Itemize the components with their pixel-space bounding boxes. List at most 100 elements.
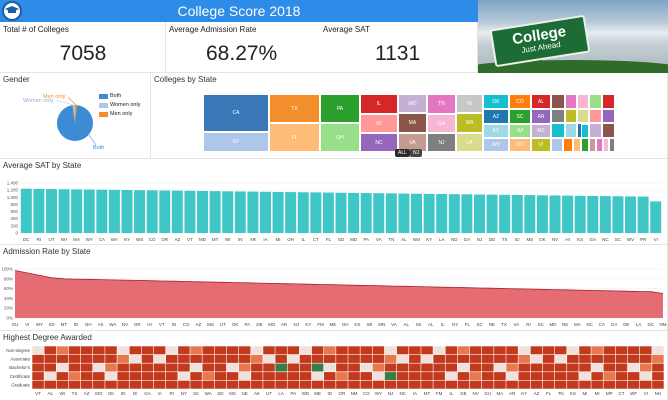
degree-cell[interactable] <box>518 372 531 381</box>
degree-cell[interactable] <box>469 354 482 363</box>
degree-cell[interactable] <box>153 346 166 355</box>
degree-cell[interactable] <box>530 346 543 355</box>
degree-cell[interactable] <box>202 363 215 372</box>
sat-bar[interactable] <box>524 195 536 233</box>
degree-cell[interactable] <box>68 380 81 389</box>
degree-cell[interactable] <box>506 346 518 355</box>
degree-cell[interactable] <box>287 372 300 381</box>
sat-bar[interactable] <box>511 194 523 233</box>
degree-cell[interactable] <box>336 372 348 381</box>
degree-cell[interactable] <box>165 363 178 372</box>
treemap-tile[interactable]: OK <box>483 94 509 109</box>
degree-cell[interactable] <box>518 346 531 355</box>
degree-cell[interactable] <box>80 346 93 355</box>
degree-cell[interactable] <box>639 372 652 381</box>
sat-bar[interactable] <box>108 189 120 233</box>
degree-cell[interactable] <box>433 354 445 363</box>
degree-cell[interactable] <box>591 363 603 372</box>
degree-cell[interactable] <box>263 380 275 389</box>
degree-cell[interactable] <box>372 354 385 363</box>
degree-cell[interactable] <box>627 354 640 363</box>
degree-cell[interactable] <box>457 380 470 389</box>
treemap-tile[interactable] <box>577 94 589 109</box>
treemap-tile[interactable] <box>573 138 581 152</box>
degree-cell[interactable] <box>263 346 275 355</box>
degree-cell[interactable] <box>190 363 202 372</box>
degree-cell[interactable] <box>360 372 373 381</box>
degree-cell[interactable] <box>567 372 579 381</box>
degree-cell[interactable] <box>469 363 482 372</box>
treemap-tile[interactable] <box>581 124 589 138</box>
degree-cell[interactable] <box>56 354 69 363</box>
sat-bar[interactable] <box>398 193 410 233</box>
degree-cell[interactable] <box>421 354 433 363</box>
degree-cell[interactable] <box>287 354 300 363</box>
degree-cell[interactable] <box>348 354 360 363</box>
legend-men[interactable]: Men only <box>99 111 132 117</box>
degree-cell[interactable] <box>275 363 287 372</box>
degree-cell[interactable] <box>481 372 494 381</box>
degree-cell[interactable] <box>433 372 445 381</box>
degree-cell[interactable] <box>530 380 543 389</box>
treemap-breadcrumb-all[interactable]: ALL <box>395 149 410 157</box>
degree-cell[interactable] <box>190 372 202 381</box>
degree-cell[interactable] <box>530 363 543 372</box>
degree-cell[interactable] <box>93 346 105 355</box>
sat-bar[interactable] <box>247 191 259 233</box>
degree-cell[interactable] <box>68 372 81 381</box>
degree-cell[interactable] <box>299 346 312 355</box>
degree-cell[interactable] <box>336 354 348 363</box>
treemap-tile[interactable]: NC <box>360 133 398 152</box>
degree-cell[interactable] <box>494 380 506 389</box>
degree-cell[interactable] <box>639 363 652 372</box>
degree-cell[interactable] <box>603 372 616 381</box>
degree-cell[interactable] <box>433 380 445 389</box>
degree-cell[interactable] <box>348 372 360 381</box>
sat-bar[interactable] <box>461 194 473 233</box>
degree-cell[interactable] <box>615 346 628 355</box>
treemap-tile[interactable]: MS <box>531 124 551 138</box>
degree-cell[interactable] <box>153 363 166 372</box>
treemap-tile[interactable]: CO <box>509 94 531 109</box>
treemap-tile[interactable] <box>551 138 563 152</box>
degree-cell[interactable] <box>214 372 227 381</box>
degree-cell[interactable] <box>348 346 360 355</box>
sat-bar[interactable] <box>599 196 611 233</box>
degree-cell[interactable] <box>275 380 287 389</box>
degree-cell[interactable] <box>542 380 555 389</box>
degree-cell[interactable] <box>348 363 360 372</box>
degree-cell[interactable] <box>251 380 263 389</box>
degree-cell[interactable] <box>579 372 591 381</box>
degree-cell[interactable] <box>627 372 640 381</box>
degree-cell[interactable] <box>165 354 178 363</box>
degree-cell[interactable] <box>311 354 324 363</box>
sat-bar[interactable] <box>473 194 485 234</box>
sat-bar[interactable] <box>322 192 334 233</box>
degree-cell[interactable] <box>153 372 166 381</box>
sat-bar[interactable] <box>146 190 158 233</box>
treemap-tile[interactable] <box>589 138 596 152</box>
degree-cell[interactable] <box>384 346 397 355</box>
degree-cell[interactable] <box>396 372 409 381</box>
degree-cell[interactable] <box>238 380 251 389</box>
treemap-tile[interactable] <box>602 109 615 123</box>
degree-cell[interactable] <box>372 380 385 389</box>
sat-bar[interactable] <box>335 192 347 233</box>
degree-cell[interactable] <box>299 380 312 389</box>
degree-cell[interactable] <box>652 372 664 381</box>
degree-cell[interactable] <box>494 363 506 372</box>
sat-bar[interactable] <box>448 194 460 233</box>
treemap-tile[interactable]: TX <box>269 94 320 123</box>
treemap-tile[interactable] <box>602 123 615 138</box>
degree-cell[interactable] <box>251 354 263 363</box>
degree-cell[interactable] <box>542 346 555 355</box>
degree-cell[interactable] <box>178 354 190 363</box>
degree-cell[interactable] <box>56 372 69 381</box>
degree-cell[interactable] <box>469 380 482 389</box>
degree-cell[interactable] <box>591 354 603 363</box>
degree-cell[interactable] <box>32 363 44 372</box>
treemap-tile[interactable]: TN <box>427 94 456 114</box>
degree-cell[interactable] <box>554 363 567 372</box>
degree-cell[interactable] <box>80 363 93 372</box>
degree-cell[interactable] <box>542 354 555 363</box>
